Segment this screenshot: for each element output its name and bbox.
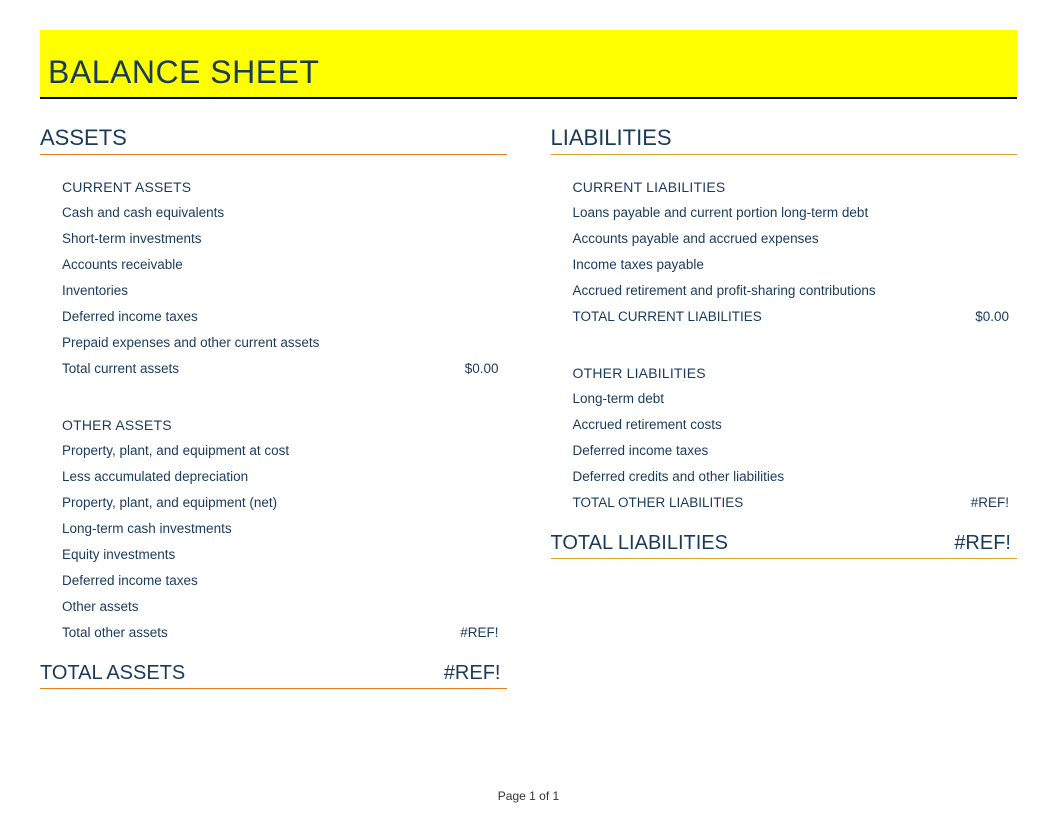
total-liabilities-label: TOTAL LIABILITIES xyxy=(551,532,728,555)
line-item: TOTAL OTHER LIABILITIES#REF! xyxy=(573,495,1018,510)
line-item: Total current assets$0.00 xyxy=(62,361,507,376)
line-item-label: Accounts receivable xyxy=(62,257,419,272)
balance-sheet-page: BALANCE SHEET ASSETS CURRENT ASSETS Cash… xyxy=(0,0,1057,709)
title-banner: BALANCE SHEET xyxy=(40,30,1017,99)
line-item-label: TOTAL CURRENT LIABILITIES xyxy=(573,309,930,324)
line-item-label: Total current assets xyxy=(62,361,419,376)
line-item-value xyxy=(419,443,499,458)
line-item-value xyxy=(929,257,1009,272)
line-item-value xyxy=(929,231,1009,246)
line-item: TOTAL CURRENT LIABILITIES$0.00 xyxy=(573,309,1018,324)
line-item: Accrued retirement costs xyxy=(573,417,1018,432)
line-item-value xyxy=(419,231,499,246)
line-item-label: Deferred credits and other liabilities xyxy=(573,469,930,484)
line-item-label: Accrued retirement costs xyxy=(573,417,930,432)
two-column-layout: ASSETS CURRENT ASSETS Cash and cash equi… xyxy=(40,125,1017,689)
line-item-value xyxy=(929,283,1009,298)
document-title: BALANCE SHEET xyxy=(48,54,1009,91)
line-item-label: Total other assets xyxy=(62,625,419,640)
line-item-label: Deferred income taxes xyxy=(573,443,930,458)
line-item-value xyxy=(419,547,499,562)
page-footer: Page 1 of 1 xyxy=(0,789,1057,803)
line-item-value: $0.00 xyxy=(419,361,499,376)
line-item: Deferred income taxes xyxy=(573,443,1018,458)
line-item-value: #REF! xyxy=(419,625,499,640)
line-item: Accounts receivable xyxy=(62,257,507,272)
line-item: Accrued retirement and profit-sharing co… xyxy=(573,283,1018,298)
line-item-value xyxy=(419,283,499,298)
line-item: Equity investments xyxy=(62,547,507,562)
line-item: Other assets xyxy=(62,599,507,614)
line-item-label: Deferred income taxes xyxy=(62,573,419,588)
line-item: Cash and cash equivalents xyxy=(62,205,507,220)
line-item-label: Less accumulated depreciation xyxy=(62,469,419,484)
line-item: Prepaid expenses and other current asset… xyxy=(62,335,507,350)
line-item: Accounts payable and accrued expenses xyxy=(573,231,1018,246)
line-item: Property, plant, and equipment at cost xyxy=(62,443,507,458)
line-item: Deferred income taxes xyxy=(62,573,507,588)
line-item-label: Cash and cash equivalents xyxy=(62,205,419,220)
line-item-value xyxy=(419,257,499,272)
line-item-value xyxy=(929,469,1009,484)
line-item-value: $0.00 xyxy=(929,309,1009,324)
other-liabilities-heading: OTHER LIABILITIES xyxy=(573,365,1018,381)
assets-column: ASSETS CURRENT ASSETS Cash and cash equi… xyxy=(40,125,507,689)
line-item-label: Other assets xyxy=(62,599,419,614)
line-item-label: Long-term debt xyxy=(573,391,930,406)
total-liabilities-value: #REF! xyxy=(954,532,1011,555)
line-item-value xyxy=(929,391,1009,406)
line-item-label: Inventories xyxy=(62,283,419,298)
line-item-label: Income taxes payable xyxy=(573,257,930,272)
line-item-label: Equity investments xyxy=(62,547,419,562)
line-item: Loans payable and current portion long-t… xyxy=(573,205,1018,220)
line-item-label: Property, plant, and equipment (net) xyxy=(62,495,419,510)
liabilities-heading: LIABILITIES xyxy=(551,125,1018,155)
line-item-value: #REF! xyxy=(929,495,1009,510)
line-item-label: TOTAL OTHER LIABILITIES xyxy=(573,495,930,510)
line-item: Property, plant, and equipment (net) xyxy=(62,495,507,510)
line-item-value xyxy=(929,417,1009,432)
line-item-label: Long-term cash investments xyxy=(62,521,419,536)
line-item: Total other assets#REF! xyxy=(62,625,507,640)
line-item-value xyxy=(419,469,499,484)
line-item-value xyxy=(419,495,499,510)
spacer xyxy=(551,335,1018,357)
line-item: Deferred credits and other liabilities xyxy=(573,469,1018,484)
line-item-value xyxy=(929,443,1009,458)
line-item: Long-term cash investments xyxy=(62,521,507,536)
total-assets-label: TOTAL ASSETS xyxy=(40,662,185,685)
line-item-label: Prepaid expenses and other current asset… xyxy=(62,335,419,350)
line-item: Income taxes payable xyxy=(573,257,1018,272)
line-item-label: Property, plant, and equipment at cost xyxy=(62,443,419,458)
line-item-value xyxy=(419,335,499,350)
line-item-label: Accounts payable and accrued expenses xyxy=(573,231,930,246)
total-liabilities-row: TOTAL LIABILITIES #REF! xyxy=(551,532,1018,559)
line-item-value xyxy=(419,205,499,220)
line-item: Deferred income taxes xyxy=(62,309,507,324)
line-item: Long-term debt xyxy=(573,391,1018,406)
line-item: Inventories xyxy=(62,283,507,298)
liabilities-column: LIABILITIES CURRENT LIABILITIES Loans pa… xyxy=(551,125,1018,689)
line-item-label: Deferred income taxes xyxy=(62,309,419,324)
line-item-value xyxy=(419,309,499,324)
total-assets-value: #REF! xyxy=(444,662,501,685)
current-assets-heading: CURRENT ASSETS xyxy=(62,179,507,195)
line-item-value xyxy=(419,599,499,614)
line-item-value xyxy=(419,521,499,536)
line-item-value xyxy=(929,205,1009,220)
line-item: Less accumulated depreciation xyxy=(62,469,507,484)
line-item-value xyxy=(419,573,499,588)
spacer xyxy=(40,387,507,409)
total-assets-row: TOTAL ASSETS #REF! xyxy=(40,662,507,689)
other-assets-heading: OTHER ASSETS xyxy=(62,417,507,433)
line-item-label: Loans payable and current portion long-t… xyxy=(573,205,930,220)
line-item-label: Short-term investments xyxy=(62,231,419,246)
line-item-label: Accrued retirement and profit-sharing co… xyxy=(573,283,930,298)
line-item: Short-term investments xyxy=(62,231,507,246)
assets-heading: ASSETS xyxy=(40,125,507,155)
current-liabilities-heading: CURRENT LIABILITIES xyxy=(573,179,1018,195)
